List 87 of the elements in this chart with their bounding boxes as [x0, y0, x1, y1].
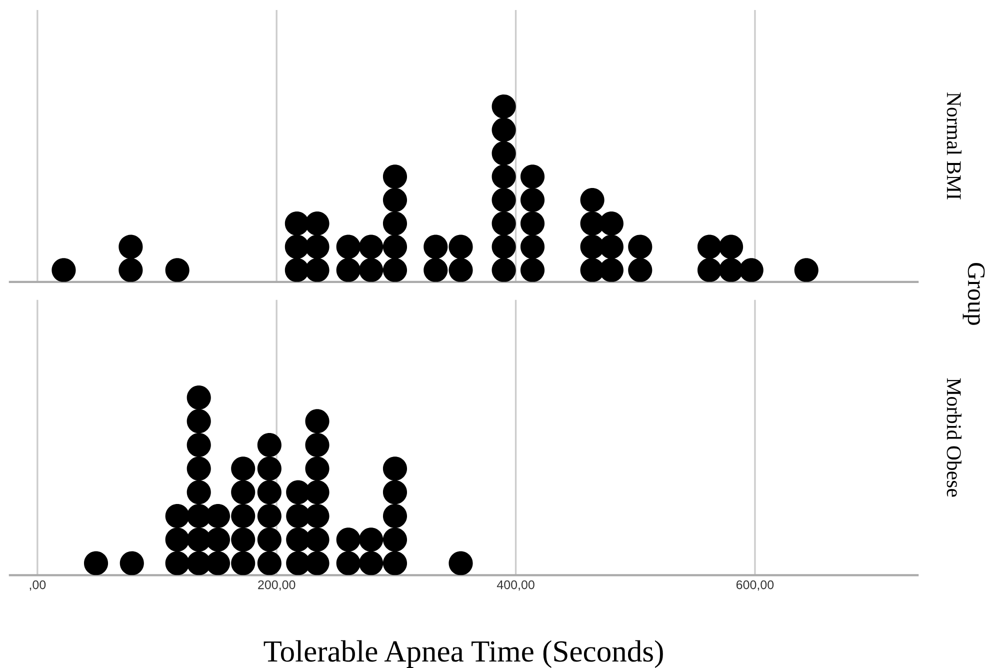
point	[794, 258, 818, 282]
point	[257, 504, 282, 528]
point	[492, 188, 516, 212]
point	[520, 164, 545, 189]
point	[305, 432, 330, 458]
point	[628, 234, 652, 259]
point	[520, 258, 545, 282]
point	[231, 504, 256, 528]
text: Group	[962, 263, 985, 325]
point	[284, 234, 309, 259]
point	[257, 528, 282, 552]
point	[382, 258, 408, 282]
point	[186, 386, 211, 410]
point	[448, 234, 473, 259]
point	[284, 258, 309, 282]
point	[697, 234, 722, 259]
y-axis-title: Normal BMI	[946, 92, 962, 200]
x-tick-label: 600,00	[736, 580, 774, 591]
point	[336, 234, 360, 259]
point	[359, 234, 384, 259]
x-tick-label: 200,00	[258, 580, 296, 591]
point	[382, 188, 408, 212]
point	[448, 551, 473, 576]
point	[492, 94, 516, 119]
y-axis-title: Morbid Obese	[946, 378, 962, 497]
point	[382, 480, 408, 504]
point	[118, 234, 143, 259]
point	[257, 480, 282, 504]
point	[492, 234, 516, 259]
point	[382, 164, 408, 189]
point	[520, 188, 545, 212]
point	[231, 528, 256, 552]
point	[719, 234, 744, 259]
point	[336, 258, 360, 282]
point	[628, 258, 652, 282]
x-tick-label: ,00	[30, 580, 46, 591]
x-axis-title: Tolerable Apnea Time (Seconds)	[264, 640, 663, 668]
point	[492, 258, 516, 282]
point	[492, 211, 516, 236]
point	[257, 551, 282, 576]
point	[520, 234, 545, 259]
point	[231, 551, 256, 576]
point	[359, 528, 384, 552]
point	[382, 504, 408, 528]
point	[186, 409, 211, 434]
point	[165, 258, 190, 282]
point	[382, 528, 408, 552]
point	[359, 258, 384, 282]
point	[424, 258, 448, 282]
point	[382, 456, 408, 481]
point	[697, 258, 722, 282]
point	[257, 456, 282, 481]
point	[492, 118, 516, 142]
point	[120, 551, 144, 576]
x-tick-label: 400,00	[496, 580, 534, 591]
point	[305, 409, 330, 434]
point	[52, 258, 76, 282]
point	[186, 456, 211, 481]
point	[284, 211, 309, 236]
point	[186, 432, 211, 458]
point	[424, 234, 448, 259]
point	[382, 234, 408, 259]
point	[492, 141, 516, 166]
point	[84, 551, 108, 576]
point	[257, 432, 282, 458]
point	[336, 528, 360, 552]
point	[231, 480, 256, 504]
point	[186, 480, 211, 504]
point	[305, 211, 330, 236]
point	[165, 551, 190, 576]
point	[719, 258, 744, 282]
point	[359, 551, 384, 576]
point	[580, 188, 604, 212]
point	[305, 234, 330, 259]
point	[305, 258, 330, 282]
point	[336, 551, 360, 576]
point	[492, 164, 516, 189]
point	[165, 504, 190, 528]
point	[739, 258, 764, 282]
point	[520, 211, 545, 236]
point	[448, 258, 473, 282]
point	[165, 528, 190, 552]
point	[231, 456, 256, 481]
point	[382, 551, 408, 576]
point	[118, 258, 143, 282]
point	[382, 211, 408, 236]
point	[305, 456, 330, 481]
